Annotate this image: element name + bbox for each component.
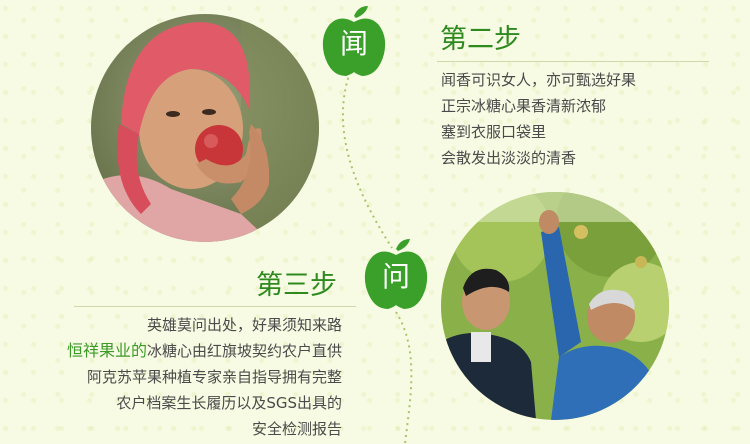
step3-line-1: 英雄莫问出处，好果须知来路 (146, 316, 342, 334)
step3-description: 英雄莫问出处，好果须知来路 恒祥果业的冰糖心由红旗坡契约农户直供 阿克苏苹果种植… (67, 312, 342, 442)
apple-badge-smell: 闻 (320, 4, 388, 78)
badge-char-ask: 问 (381, 260, 410, 293)
green-apple-icon (364, 239, 428, 309)
apple-badge-ask: 问 (362, 237, 430, 311)
step3-line-2: 恒祥果业的冰糖心由红旗坡契约农户直供 (67, 338, 342, 364)
step3-title: 第三步 (256, 270, 337, 301)
step3-divider (74, 306, 356, 307)
step2-line-3: 塞到衣服口袋里 (441, 123, 547, 141)
step2-line-1: 闻香可识女人，亦可甄选好果 (441, 71, 637, 89)
girl-smelling-apple-photo (91, 14, 319, 242)
step2-line-2: 正宗冰糖心果香清新浓郁 (441, 97, 607, 115)
step3-line-3: 阿克苏苹果种植专家亲自指导拥有完整 (86, 368, 342, 386)
step2-line-4: 会散发出淡淡的清香 (441, 149, 577, 167)
step2-description: 闻香可识女人，亦可甄选好果 正宗冰糖心果香清新浓郁 塞到衣服口袋里 会散发出淡淡… (441, 67, 636, 171)
badge-char-smell: 闻 (339, 27, 368, 60)
step2-divider (437, 61, 709, 62)
step3-line-5: 安全检测报告 (251, 420, 342, 438)
step3-line-2-rest: 冰糖心由红旗坡契约农户直供 (146, 342, 342, 360)
green-apple-icon (322, 6, 386, 77)
step2-title: 第二步 (440, 24, 521, 55)
step3-line-4: 农户档案生长履历以及SGS出具的 (116, 394, 342, 412)
men-picking-apples-photo (441, 192, 669, 420)
brand-name: 恒祥果业的 (66, 341, 147, 360)
